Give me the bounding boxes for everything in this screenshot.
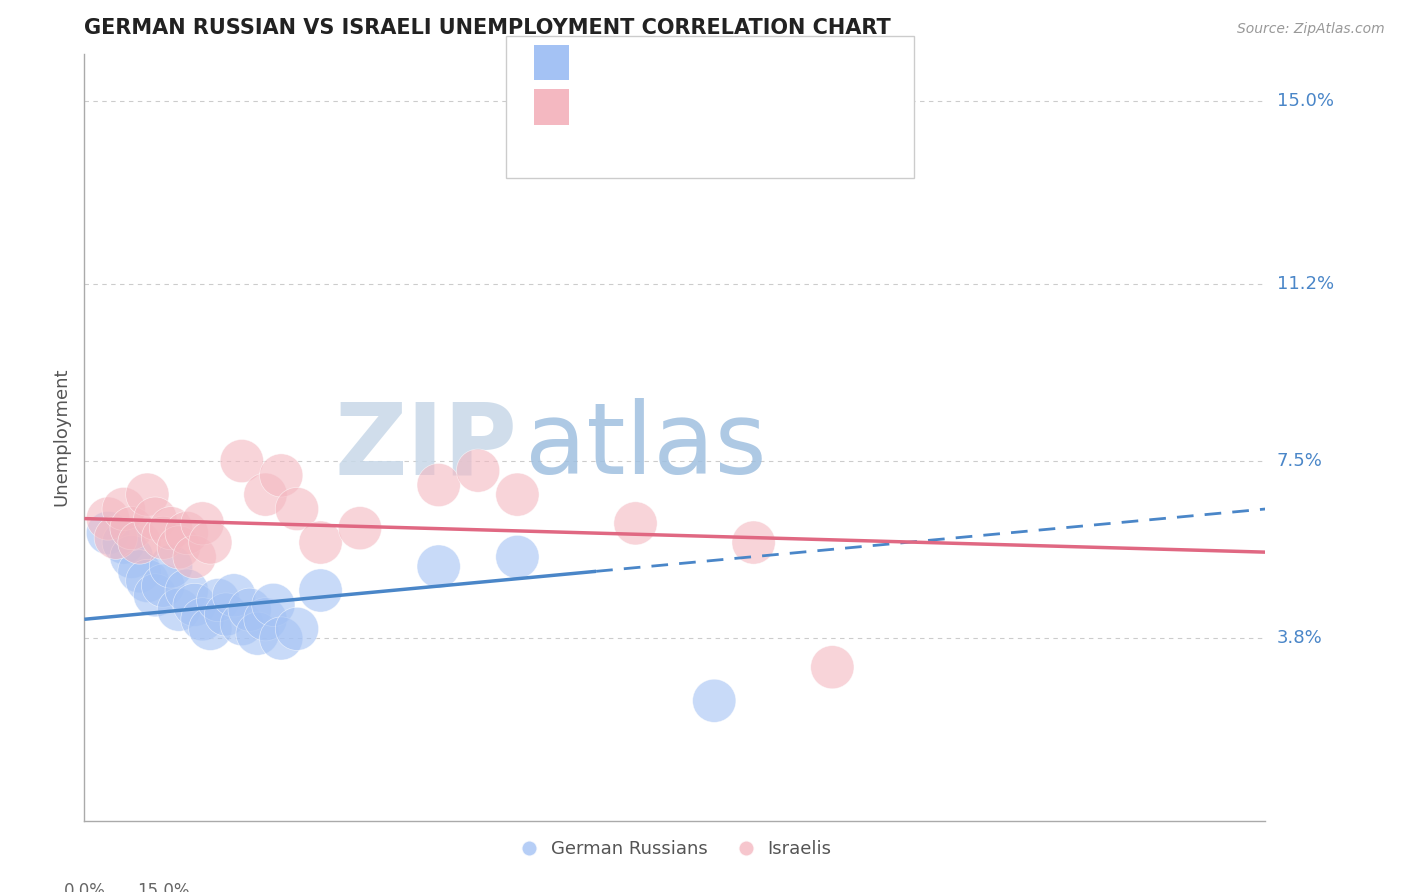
Ellipse shape: [86, 497, 129, 541]
Ellipse shape: [260, 617, 302, 660]
Legend: German Russians, Israelis: German Russians, Israelis: [512, 833, 838, 865]
Ellipse shape: [125, 473, 169, 516]
Ellipse shape: [733, 521, 775, 564]
Text: Source: ZipAtlas.com: Source: ZipAtlas.com: [1237, 22, 1385, 37]
Ellipse shape: [110, 535, 153, 579]
Ellipse shape: [118, 549, 162, 593]
Ellipse shape: [142, 516, 184, 559]
Ellipse shape: [252, 583, 295, 626]
Text: 3.8%: 3.8%: [1277, 630, 1322, 648]
Ellipse shape: [614, 502, 657, 545]
Ellipse shape: [204, 593, 247, 636]
Text: atlas: atlas: [526, 398, 766, 495]
Ellipse shape: [693, 679, 735, 723]
Ellipse shape: [221, 440, 263, 483]
Text: 7.5%: 7.5%: [1277, 452, 1323, 470]
Text: GERMAN RUSSIAN VS ISRAELI UNEMPLOYMENT CORRELATION CHART: GERMAN RUSSIAN VS ISRAELI UNEMPLOYMENT C…: [84, 18, 891, 38]
Ellipse shape: [173, 535, 217, 579]
Ellipse shape: [125, 559, 169, 602]
Ellipse shape: [212, 574, 256, 617]
Ellipse shape: [299, 521, 342, 564]
Ellipse shape: [418, 545, 460, 588]
Text: 11.2%: 11.2%: [1277, 275, 1334, 293]
Ellipse shape: [157, 525, 201, 569]
Ellipse shape: [243, 473, 287, 516]
Ellipse shape: [134, 497, 177, 541]
Ellipse shape: [260, 454, 302, 497]
Text: ZIP: ZIP: [335, 398, 517, 495]
Ellipse shape: [339, 507, 381, 549]
Ellipse shape: [276, 607, 319, 650]
Ellipse shape: [118, 521, 162, 564]
Ellipse shape: [134, 574, 177, 617]
Ellipse shape: [149, 507, 193, 549]
Ellipse shape: [110, 507, 153, 549]
Y-axis label: Unemployment: Unemployment: [52, 368, 70, 507]
Ellipse shape: [276, 487, 319, 531]
Ellipse shape: [165, 511, 208, 555]
Ellipse shape: [103, 487, 145, 531]
Ellipse shape: [181, 598, 224, 640]
Ellipse shape: [496, 473, 538, 516]
Ellipse shape: [457, 449, 499, 492]
Text: R =  0.081   N = 27: R = 0.081 N = 27: [579, 54, 755, 71]
Ellipse shape: [811, 646, 853, 689]
Ellipse shape: [197, 579, 240, 622]
Text: 0.0%: 0.0%: [63, 882, 105, 892]
Ellipse shape: [236, 612, 280, 656]
Ellipse shape: [188, 521, 232, 564]
Ellipse shape: [181, 502, 224, 545]
Ellipse shape: [173, 583, 217, 626]
Ellipse shape: [228, 588, 271, 632]
Ellipse shape: [221, 602, 263, 646]
Ellipse shape: [165, 569, 208, 612]
Ellipse shape: [86, 511, 129, 555]
Ellipse shape: [103, 521, 145, 564]
Ellipse shape: [142, 564, 184, 607]
Text: 15.0%: 15.0%: [1277, 93, 1333, 111]
Ellipse shape: [243, 598, 287, 640]
Text: 15.0%: 15.0%: [136, 882, 190, 892]
Ellipse shape: [299, 569, 342, 612]
Ellipse shape: [188, 607, 232, 650]
Ellipse shape: [149, 545, 193, 588]
Ellipse shape: [496, 535, 538, 579]
Text: R = -0.112   N = 26: R = -0.112 N = 26: [579, 98, 756, 116]
Ellipse shape: [94, 516, 138, 559]
Ellipse shape: [418, 464, 460, 507]
Ellipse shape: [157, 588, 201, 632]
